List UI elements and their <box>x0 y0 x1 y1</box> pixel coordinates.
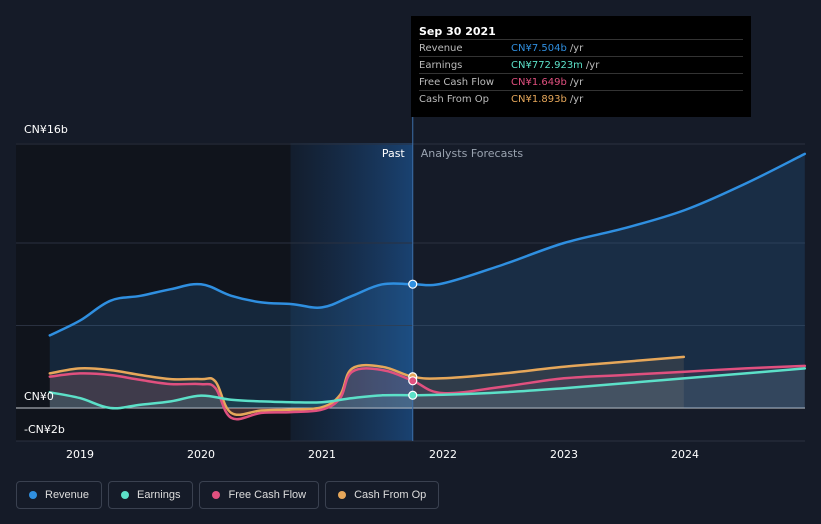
series-markers <box>408 279 418 400</box>
revenue-marker <box>408 279 418 289</box>
highlight-region <box>290 143 413 441</box>
legend-item-revenue[interactable]: Revenue <box>16 481 103 509</box>
forecast-label: Analysts Forecasts <box>421 147 524 160</box>
tooltip-value: CN¥772.923m <box>511 60 583 71</box>
tooltip-value: CN¥1.893b <box>511 94 567 105</box>
tooltip-row-cash-from-op: Cash From Op CN¥1.893b /yr <box>419 90 743 107</box>
free-cash-flow-line <box>48 364 807 421</box>
series-areas <box>49 153 805 420</box>
tooltip-unit: /yr <box>569 43 584 54</box>
y-axis-labels: CN¥16b CN¥0 -CN¥2b <box>24 123 68 436</box>
y-tick-label: -CN¥2b <box>24 423 65 436</box>
free-cash-flow-dot-icon <box>212 491 221 499</box>
tooltip-label: Revenue <box>419 43 463 54</box>
revenue-dot-icon <box>29 491 37 499</box>
tooltip-label: Earnings <box>419 60 463 71</box>
tooltip-unit: /yr <box>569 77 584 88</box>
earnings-dot-icon <box>121 491 130 499</box>
cash-from-op-line <box>48 355 686 417</box>
legend-item-free-cash-flow[interactable]: Free Cash Flow <box>199 481 320 509</box>
x-tick-label: 2019 <box>66 448 94 461</box>
y-tick-label: CN¥0 <box>24 390 54 403</box>
tooltip: Sep 30 2021 Revenue CN¥7.504b /yr Earnin… <box>411 16 751 117</box>
free-cash-flow-marker <box>408 376 418 386</box>
x-tick-label: 2022 <box>429 448 457 461</box>
series-lines <box>48 152 807 421</box>
revenue-line <box>48 152 807 337</box>
revenue-area <box>49 153 805 408</box>
legend-label: Revenue <box>45 489 90 501</box>
tooltip-unit: /yr <box>569 94 584 105</box>
legend-label: Earnings <box>137 489 181 501</box>
earnings-area <box>49 368 805 409</box>
x-tick-label: 2020 <box>187 448 215 461</box>
gridlines <box>16 143 805 442</box>
past-label: Past <box>382 147 406 160</box>
x-tick-label: 2024 <box>671 448 699 461</box>
tooltip-value: CN¥1.649b <box>511 77 567 88</box>
tooltip-row-revenue: Revenue CN¥7.504b /yr <box>419 39 743 56</box>
tooltip-date: Sep 30 2021 <box>419 25 496 38</box>
legend-item-earnings[interactable]: Earnings <box>108 481 194 509</box>
legend-label: Free Cash Flow <box>228 489 307 501</box>
earnings-marker <box>408 390 418 400</box>
tooltip-row-free-cash-flow: Free Cash Flow CN¥1.649b /yr <box>419 73 743 90</box>
x-tick-label: 2021 <box>308 448 336 461</box>
free-cash-flow-area <box>49 365 805 420</box>
y-tick-label: CN¥16b <box>24 123 68 136</box>
tooltip-unit: /yr <box>585 60 600 71</box>
x-axis-labels: 2019 2020 2021 2022 2023 2024 <box>66 448 699 461</box>
earnings-line <box>48 367 807 410</box>
legend-item-cash-from-op[interactable]: Cash From Op <box>325 481 440 509</box>
legend: Revenue Earnings Free Cash Flow Cash Fro… <box>16 481 440 509</box>
tooltip-value: CN¥7.504b <box>511 43 567 54</box>
tooltip-label: Cash From Op <box>419 94 490 105</box>
tooltip-row-earnings: Earnings CN¥772.923m /yr <box>419 56 743 73</box>
tooltip-label: Free Cash Flow <box>419 77 495 88</box>
x-tick-label: 2023 <box>550 448 578 461</box>
legend-label: Cash From Op <box>354 489 427 501</box>
cash-from-op-dot-icon <box>338 491 347 499</box>
